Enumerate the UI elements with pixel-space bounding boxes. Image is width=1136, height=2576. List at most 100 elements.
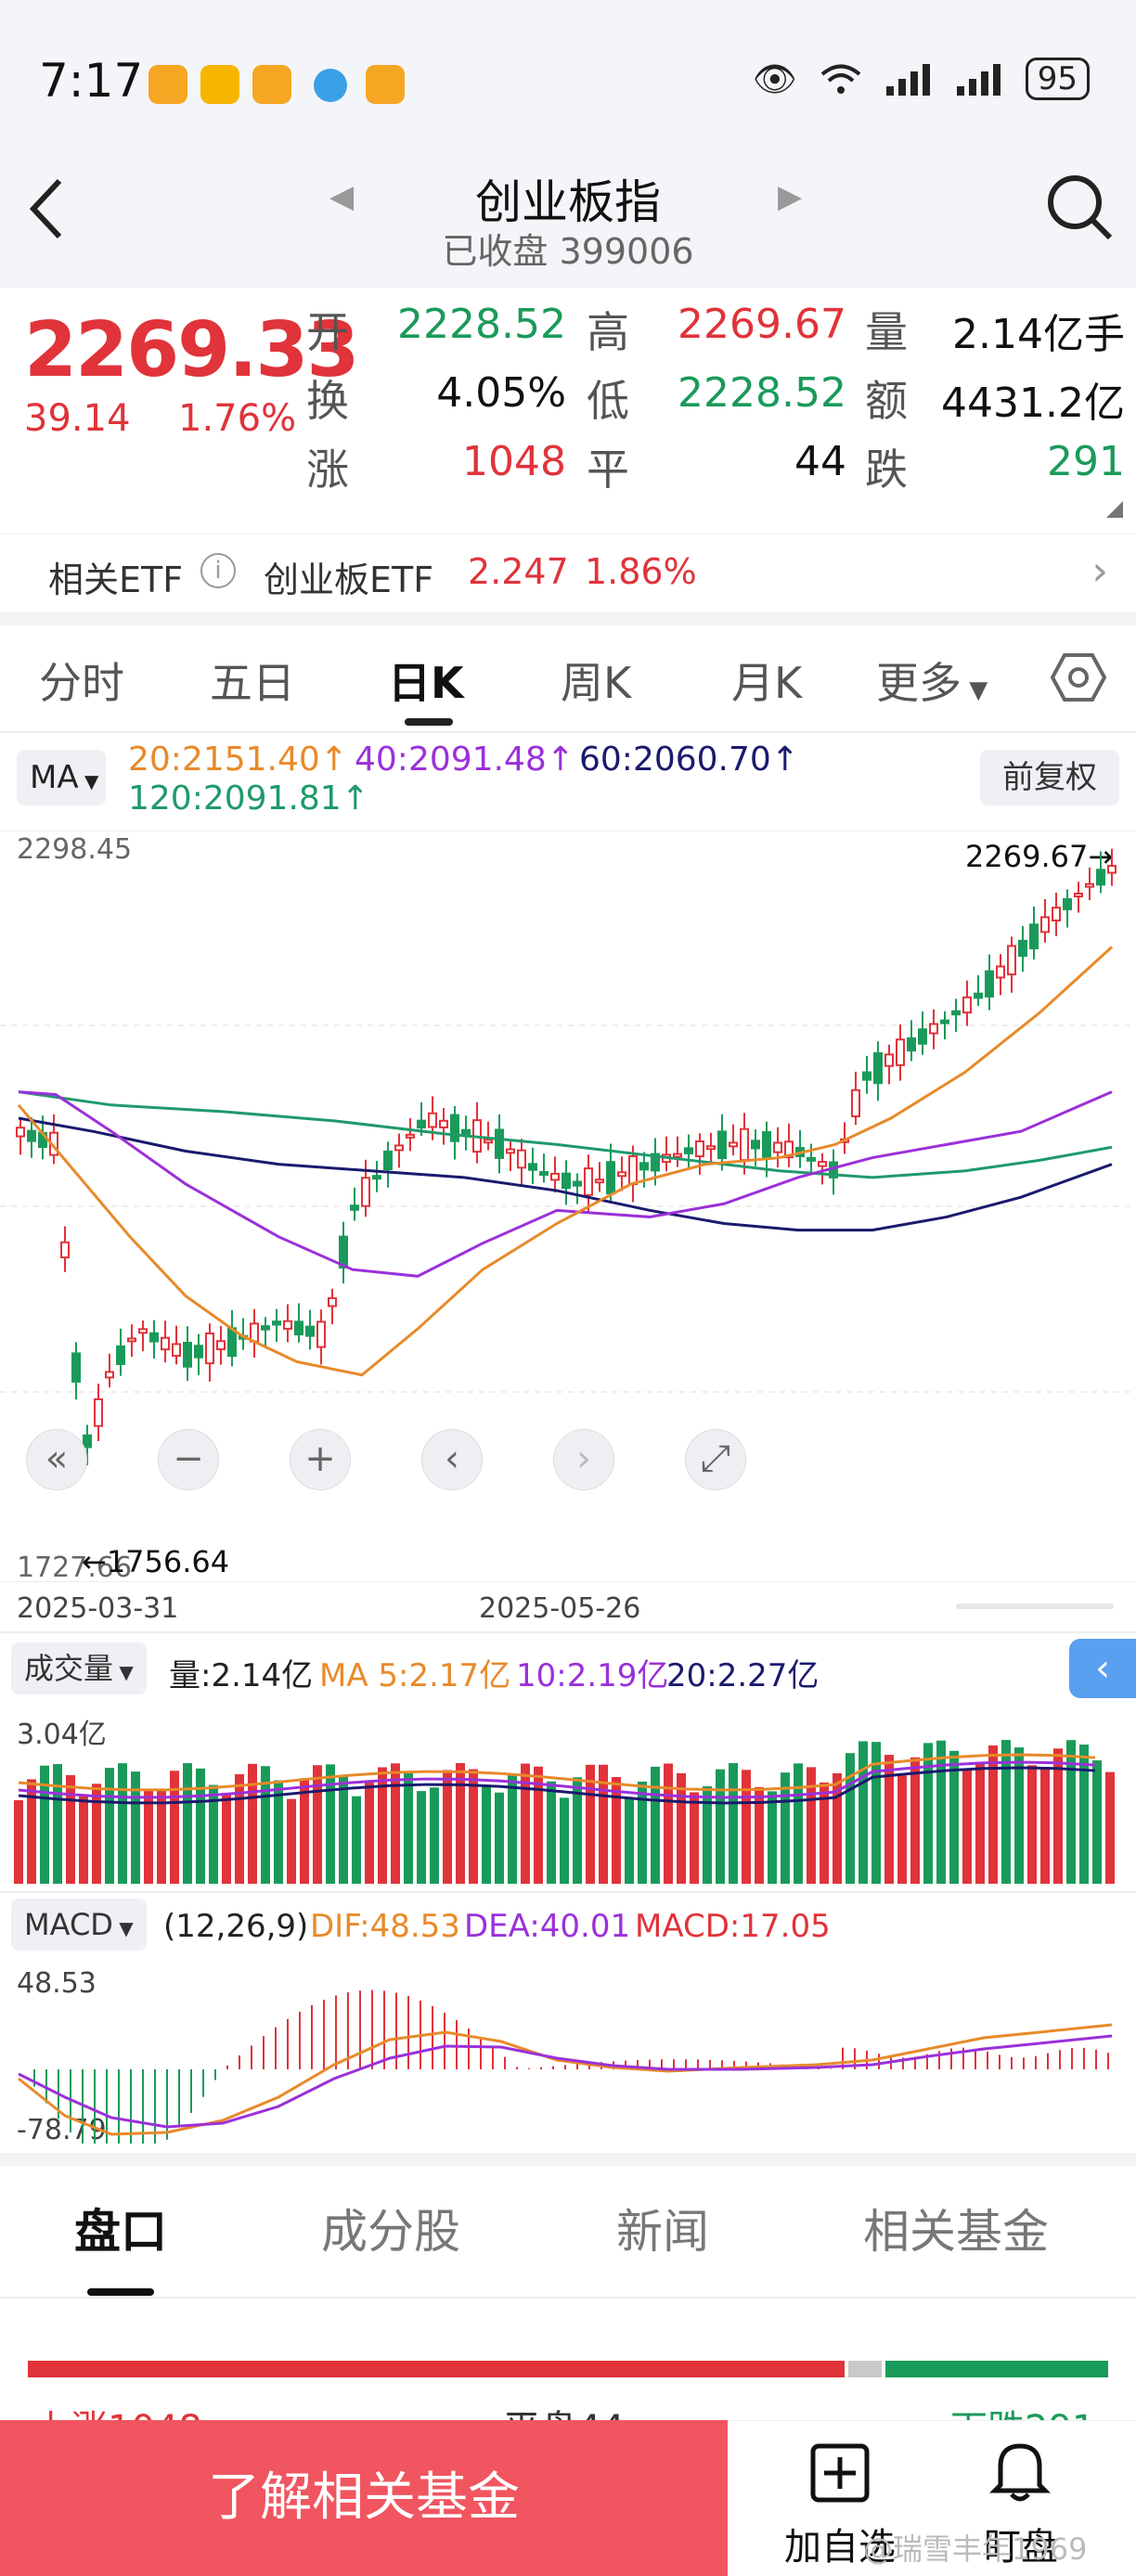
candle-body — [484, 1139, 493, 1144]
volume-bar — [157, 1788, 166, 1884]
add-watchlist-icon[interactable] — [809, 2442, 871, 2507]
volume-indicator-button[interactable]: 成交量 ▼ — [11, 1642, 147, 1694]
up-count-label: 涨 — [306, 444, 349, 495]
tab-order-book[interactable]: 盘口 — [74, 2205, 167, 2259]
add-watchlist-label[interactable]: 加自选 — [784, 2526, 896, 2569]
zoom-out-button[interactable]: − — [158, 1429, 219, 1490]
candle-body — [350, 1204, 359, 1211]
learn-funds-button[interactable]: 了解相关基金 — [0, 2420, 728, 2576]
tab-intraday[interactable]: 分时 — [39, 658, 124, 708]
candle-body — [717, 1130, 727, 1160]
header-bar — [0, 167, 1136, 288]
candle-body — [695, 1140, 704, 1158]
candle-body — [1063, 897, 1072, 910]
etf-pct: 1.86% — [585, 551, 697, 592]
ma120-legend: 120:2091.81↑ — [128, 779, 369, 818]
volume-bar — [131, 1771, 140, 1884]
watermark: @瑞雪丰年1969 — [863, 2531, 1088, 2567]
candle-body — [862, 1071, 871, 1081]
battery-indicator: 95 — [1025, 58, 1090, 100]
candle-body — [1107, 865, 1117, 874]
tab-more[interactable]: 更多 ▼ — [876, 650, 988, 711]
volume-chart[interactable] — [0, 1712, 1136, 1884]
volume-bar — [508, 1773, 517, 1884]
volume-bar — [651, 1766, 660, 1884]
search-icon — [1048, 175, 1113, 240]
volume-bar — [469, 1769, 478, 1884]
volume-bar — [183, 1763, 192, 1884]
volume-bar — [144, 1789, 153, 1884]
low-marker: ←1756.64 — [82, 1544, 230, 1579]
tab-weekly-k[interactable]: 周K — [561, 658, 632, 708]
search-button[interactable] — [1045, 173, 1114, 241]
zoom-in-button[interactable]: + — [290, 1429, 351, 1490]
volume-bar — [105, 1768, 114, 1884]
candle-body — [1018, 939, 1027, 958]
macd-indicator-button[interactable]: MACD ▼ — [11, 1899, 147, 1951]
fullscreen-button[interactable]: ⤢ — [685, 1429, 746, 1490]
down-count-label: 跌 — [865, 444, 908, 495]
info-icon[interactable]: i — [200, 553, 236, 588]
chart-scrollbar[interactable] — [956, 1604, 1114, 1609]
volume-bar — [768, 1791, 777, 1884]
scroll-right-button[interactable]: › — [553, 1429, 614, 1490]
breadth-down-bar — [885, 2361, 1108, 2377]
candle-body — [851, 1088, 860, 1118]
price-change: 39.14 — [24, 397, 131, 440]
chart-settings-button[interactable] — [1050, 650, 1107, 709]
macd-chart[interactable] — [0, 1958, 1136, 2144]
volume-bar — [14, 1800, 23, 1884]
scroll-start-button[interactable]: « — [26, 1429, 87, 1490]
weibo-app-icon — [148, 65, 187, 104]
x-label-start: 2025-03-31 — [17, 1592, 179, 1625]
tab-daily-k[interactable]: 日K — [388, 658, 464, 708]
low-value: 2228.52 — [678, 369, 846, 417]
tab-constituents[interactable]: 成分股 — [321, 2205, 460, 2259]
bell-icon[interactable] — [988, 2439, 1052, 2507]
watch-label[interactable]: 盯盘 — [984, 2526, 1058, 2569]
ma-button-label: MA — [30, 759, 79, 796]
candle-body — [183, 1341, 192, 1368]
candle-body — [974, 992, 983, 999]
related-etf-row[interactable]: 相关ETF i 创业板ETF 2.247 1.86% › — [0, 534, 1136, 608]
turnover-value: 4.05% — [436, 369, 566, 417]
candle-body — [1096, 869, 1105, 886]
tabs-divider — [0, 731, 1136, 733]
next-index-button[interactable]: ▶ — [778, 178, 803, 215]
volume-bars — [14, 1740, 1115, 1884]
breadth-up-bar — [28, 2361, 845, 2377]
volume-y-label: 3.04亿 — [17, 1719, 107, 1751]
candle-body — [807, 1156, 816, 1162]
prev-index-button[interactable]: ◀ — [329, 178, 355, 215]
collapse-panel-button[interactable]: ‹ — [1069, 1639, 1136, 1698]
volume-button-label: 成交量 — [24, 1651, 114, 1686]
section-divider — [0, 2153, 1136, 2166]
price-adjust-button[interactable]: 前复权 — [980, 750, 1119, 805]
candle-body — [584, 1167, 593, 1196]
volume-bar — [638, 1781, 647, 1884]
candle-body — [60, 1241, 70, 1259]
tab-news[interactable]: 新闻 — [616, 2205, 709, 2259]
volume-bar — [923, 1743, 933, 1884]
caret-down-icon: ▼ — [112, 1917, 134, 1939]
candlestick-chart[interactable] — [0, 831, 1136, 1582]
candle-body — [161, 1336, 170, 1351]
back-button[interactable] — [24, 172, 80, 246]
volume-bar — [625, 1797, 634, 1884]
candle-body — [751, 1140, 760, 1150]
volume-bar — [729, 1763, 738, 1884]
candle-body — [684, 1147, 693, 1154]
expand-corner-icon[interactable] — [1106, 501, 1123, 518]
market-status: 已收盘 — [442, 231, 549, 272]
tab-monthly-k[interactable]: 月K — [731, 658, 803, 708]
candle-body — [595, 1179, 604, 1184]
tab-related-funds[interactable]: 相关基金 — [863, 2205, 1049, 2259]
dea-line — [18, 2034, 1113, 2129]
tab-five-day[interactable]: 五日 — [210, 658, 295, 708]
volume-bar — [287, 1798, 296, 1884]
volume-bar — [482, 1785, 491, 1884]
scroll-left-button[interactable]: ‹ — [421, 1429, 483, 1490]
ma-indicator-button[interactable]: MA ▼ — [17, 750, 106, 805]
volume-bar — [430, 1787, 439, 1884]
candle-body — [1007, 945, 1016, 976]
